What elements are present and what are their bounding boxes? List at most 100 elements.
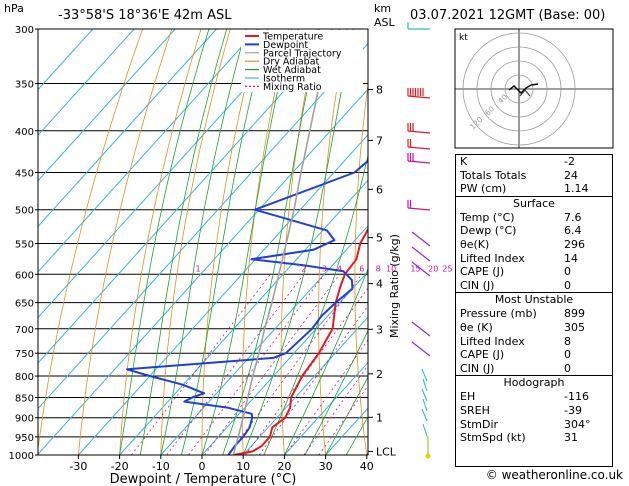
temperature-line [233,227,368,455]
dewp-value: 6.4 [564,224,582,238]
mu-pressure-label: Pressure (mb) [460,307,537,321]
surface-wind-dot [425,453,431,459]
dry-adiabat [424,29,449,455]
hodograph-ring [476,46,562,132]
dry-adiabat [78,29,173,455]
cape-label: CAPE (J) [460,265,505,279]
thetae-value: 296 [564,237,585,251]
stmspd-value: 31 [564,431,578,445]
mu-cin-label: CIN (J) [460,361,495,375]
wind-barb [407,146,431,150]
k-value: -2 [564,155,575,168]
isotherm-line [242,316,368,455]
mixing-ratio-line [244,287,368,455]
isotherm-line [78,134,368,455]
wet-adiabat [304,329,368,455]
mixing-ratio-label: 10 [386,264,396,273]
pressure-tick-label: 550 [15,239,34,250]
isotherm-line [38,29,217,228]
legend-entry: Dry Adiabat [263,57,320,68]
isotherm-line [38,88,368,455]
mixing-ratio-line [131,274,271,455]
km-unit: km [374,2,391,15]
hodograph-ring [462,32,576,146]
legend-entry: Wet Adiabat [263,65,321,76]
legend-entry: Temperature [262,32,323,43]
pressure-tick-label: 350 [15,80,34,91]
pressure-tick-label: 450 [15,168,34,179]
wind-barb [422,423,428,437]
storm-motion-marker [519,89,531,97]
pressure-tick-label: 300 [15,25,34,36]
pw-value: 1.14 [564,182,589,196]
wind-barb [411,341,431,357]
pressure-tick-label: 400 [15,127,34,138]
wind-barb [422,378,428,392]
temperature-tick-label: -30 [69,460,87,473]
totals-totals-value: 24 [564,168,578,182]
mixing-ratio-label: 8 [376,264,381,273]
mixing-ratio-axis-label: Mixing Ratio (g/kg) [388,234,401,338]
hodograph-frame [454,28,614,149]
wind-barb [421,408,428,422]
temperature-tick-label: 0 [199,460,206,473]
dry-adiabat [38,29,143,453]
indices-panel: K -2 Totals Totals 24 PW (cm) 1.14 Surface … [455,154,613,467]
wind-barb [422,398,428,412]
mu-cape-label: CAPE (J) [460,348,505,362]
km-tick-label: 8 [376,84,383,97]
mu-lifted-index-value: 8 [564,334,571,348]
sreh-value: -39 [564,403,582,417]
wind-barb [407,160,431,164]
lifted-index-value: 14 [564,251,578,265]
mu-thetae-label: θe (K) [460,320,493,334]
legend-entry: Dewpoint [263,40,308,51]
dry-adiabat [119,29,202,455]
mu-thetae-value: 305 [564,320,585,334]
pressure-tick-label: 1000 [9,451,34,462]
hodograph-unit: kt [459,33,468,43]
stmspd-label: StmSpd (kt) [460,431,526,445]
pressure-tick-label: 650 [15,299,34,310]
surface-heading: Surface [513,196,555,210]
temperature-tick-label: 30 [319,460,333,473]
wind-barb [421,388,428,402]
km-tick-label: 7 [376,134,383,147]
asl-label: ASL [374,16,396,29]
temperature-tick-label: 10 [236,460,250,473]
dry-adiabat [354,81,368,455]
pw-label: PW (cm) [460,182,507,196]
mixing-ratio-line [318,385,368,455]
wind-barb [411,231,431,247]
isotherm-line [119,179,368,455]
isotherm-line [160,225,368,455]
wind-barb [411,261,431,277]
mixing-ratio-label: 20 [428,264,438,273]
mixing-ratio-label: 15 [410,264,420,273]
location-title: -33°58'S 18°36'E 42m ASL [58,8,232,23]
km-tick-label: 2 [376,368,383,381]
wet-adiabat [181,29,268,455]
mu-cape-value: 0 [564,348,571,362]
eh-value: -116 [564,390,589,404]
copyright: © weatheronline.co.uk [485,468,623,482]
mixing-ratio-label: 2 [301,264,306,273]
km-tick-label: 5 [376,232,383,245]
isotherm-line [38,42,368,410]
dry-adiabat [201,29,260,455]
pressure-unit: hPa [4,2,24,15]
km-tick-label: 6 [376,183,383,196]
most-unstable-heading: Most Unstable [494,293,574,307]
wet-adiabat [263,153,368,455]
temperature-tick-label: -20 [111,460,129,473]
isotherm-line [38,29,135,136]
isotherm-line [38,29,176,182]
wet-adiabat [201,29,293,455]
temperature-tick-label: 20 [277,460,291,473]
mixing-ratio-label: 1 [195,264,200,273]
wet-adiabat [284,267,368,455]
wet-adiabat [242,29,354,455]
wind-barb [421,368,428,382]
wet-adiabat [160,29,247,455]
